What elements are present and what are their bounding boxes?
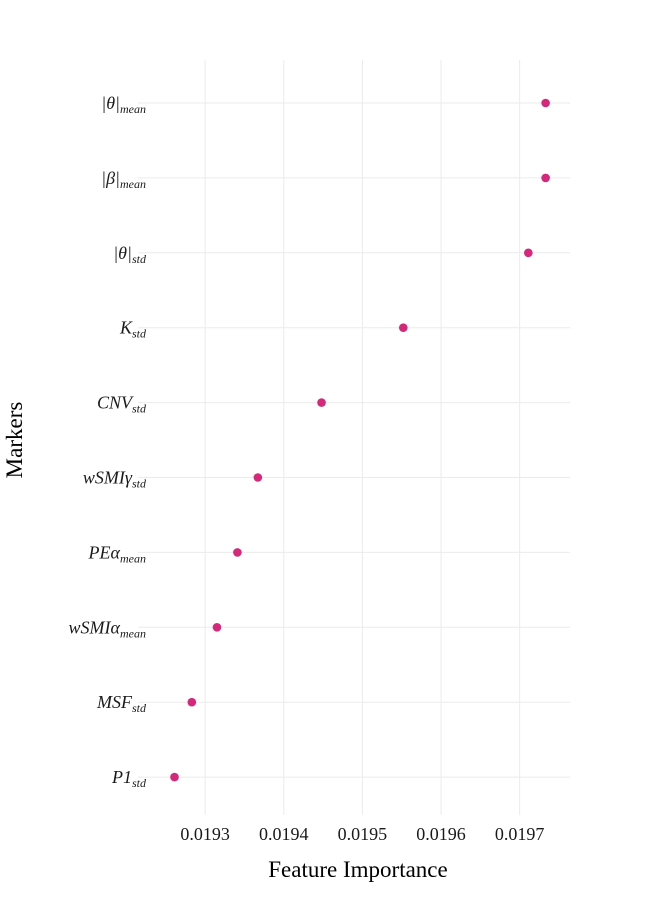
y-tick-label-subscript: mean xyxy=(120,102,146,116)
data-point xyxy=(317,398,326,407)
x-tick-label: 0.0193 xyxy=(180,824,230,844)
grid-lines xyxy=(138,60,570,815)
y-tick-label-subscript: mean xyxy=(120,551,146,565)
y-tick-label: Kstd xyxy=(119,318,147,341)
y-tick-label-subscript: std xyxy=(132,477,147,491)
y-tick-label-main: wSMIγ xyxy=(83,468,133,488)
y-tick-label: |θ|mean xyxy=(101,93,146,116)
y-tick-label: |β|mean xyxy=(101,168,146,191)
y-tick-label-subscript: mean xyxy=(120,177,146,191)
y-tick-label-subscript: std xyxy=(132,327,147,341)
data-point xyxy=(233,548,242,557)
y-tick-label-subscript: std xyxy=(132,252,147,266)
data-point xyxy=(187,697,197,707)
y-tick-label-subscript: mean xyxy=(120,626,146,640)
y-tick-label-subscript: std xyxy=(132,776,147,790)
y-tick-label-main: |β| xyxy=(101,168,120,188)
y-tick-label: CNVstd xyxy=(97,393,147,416)
y-tick-label-main: P1 xyxy=(111,767,132,787)
y-tick-label: |θ|std xyxy=(113,243,147,266)
y-tick-label: MSFstd xyxy=(96,692,147,715)
y-tick-label: PEαmean xyxy=(88,542,146,565)
x-axis-ticks: 0.0193 0.0194 0.0195 0.0196 0.0197 xyxy=(180,824,544,844)
y-tick-label-main: |θ| xyxy=(113,243,132,263)
data-point xyxy=(212,623,222,632)
x-tick-label: 0.0197 xyxy=(495,824,545,844)
x-axis-title: Feature Importance xyxy=(268,857,447,882)
y-axis-category-labels: |θ|mean|β|mean|θ|stdKstdCNVstdwSMIγstdPE… xyxy=(69,93,147,790)
y-tick-label-main: CNV xyxy=(97,393,134,413)
y-tick-label-subscript: std xyxy=(132,402,147,416)
y-tick-label-subscript: std xyxy=(132,701,147,715)
data-point xyxy=(399,323,408,333)
data-point xyxy=(541,98,550,108)
x-tick-label: 0.0194 xyxy=(259,824,309,844)
y-tick-label: wSMIγstd xyxy=(83,468,147,491)
y-tick-label-main: PEα xyxy=(88,542,121,562)
data-point xyxy=(253,473,263,482)
x-tick-label: 0.0195 xyxy=(338,824,388,844)
data-points xyxy=(170,98,550,782)
x-tick-label: 0.0196 xyxy=(416,824,466,844)
y-tick-label-main: MSF xyxy=(96,692,133,712)
data-point xyxy=(170,772,179,782)
y-tick-label: P1std xyxy=(111,767,147,790)
y-tick-label-main: wSMIα xyxy=(69,617,121,637)
data-point xyxy=(541,173,550,183)
y-tick-label-main: K xyxy=(119,318,133,338)
y-tick-label: wSMIαmean xyxy=(69,617,146,640)
data-point xyxy=(524,248,533,258)
y-tick-label-main: |θ| xyxy=(101,93,120,113)
y-axis-title: Markers xyxy=(2,402,27,479)
